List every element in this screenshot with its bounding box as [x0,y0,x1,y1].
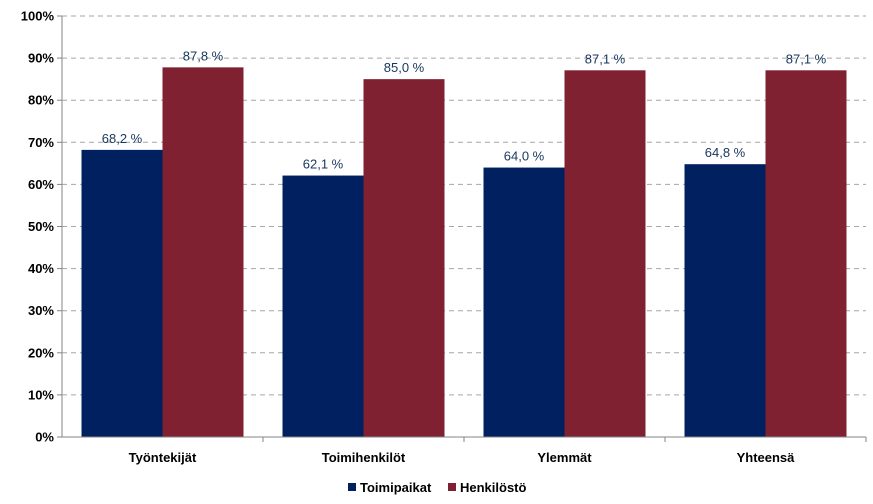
data-label: 64,0 % [504,149,545,164]
y-tick-label: 20% [28,345,54,360]
y-tick-label: 70% [28,135,54,150]
data-label: 62,1 % [303,157,344,172]
x-tick-label: Työntekijät [129,450,197,465]
y-axis: 0% 10% 20% 30% 40% 50% 60% 70% 80% 90% 100% [21,9,63,445]
data-label: 68,2 % [102,131,143,146]
x-tick-label: Yhteensä [737,450,796,465]
bar-toimipaikat [483,167,565,437]
y-tick-label: 30% [28,303,54,318]
legend-swatch [448,483,456,491]
bar-toimipaikat [81,149,163,438]
bar-henkilöstö [363,79,445,438]
x-tick-label: Toimihenkilöt [322,450,406,465]
y-tick-label: 0% [35,430,54,445]
y-tick-label: 40% [28,261,54,276]
data-label: 87,1 % [786,51,827,66]
bar-henkilöstö [162,67,244,437]
legend: Toimipaikat Henkilöstö [348,480,527,495]
data-label: 87,1 % [585,51,626,66]
bars: 68,2 % 87,8 % 62,1 % 85,0 % 64,0 % 87,1 % 64,8… [81,48,847,438]
data-label: 64,8 % [705,145,746,160]
y-tick-label: 100% [21,9,55,24]
data-label: 85,0 % [384,60,425,75]
y-tick-label: 90% [28,51,54,66]
legend-label: Henkilöstö [460,480,527,495]
bar-henkilöstö [564,70,646,438]
y-tick-label: 60% [28,177,54,192]
x-axis: Työntekijät Toimihenkilöt Ylemmät Yhteensä [57,436,867,465]
y-tick-label: 50% [28,219,54,234]
x-tick-label: Ylemmät [537,450,592,465]
y-tick-label: 80% [28,93,54,108]
y-tick-label: 10% [28,387,54,402]
legend-label: Toimipaikat [360,480,432,495]
bar-henkilöstö [765,70,847,438]
data-label: 87,8 % [183,48,224,63]
legend-swatch [348,483,356,491]
bar-toimipaikat [684,164,766,437]
bar-toimipaikat [282,175,364,437]
